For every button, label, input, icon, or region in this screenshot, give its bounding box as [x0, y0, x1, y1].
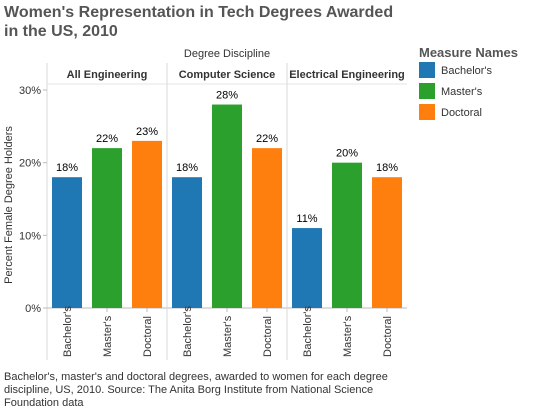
bar [212, 104, 242, 309]
panel-header: All Engineering [67, 69, 148, 81]
y-tick-label: 10% [19, 230, 41, 242]
data-label: 22% [96, 133, 118, 145]
x-tick-label: Master's [222, 315, 234, 357]
legend-title: Measure Names [419, 45, 518, 60]
bar [332, 162, 362, 308]
y-axis-label: Percent Female Degree Holders [3, 126, 15, 284]
legend-item-label: Master's [441, 86, 483, 98]
y-tick-label: 20% [19, 158, 41, 170]
x-tick-label: Master's [342, 315, 354, 357]
chart-caption: Bachelor's, master's and doctoral degree… [4, 371, 388, 409]
legend-swatch [419, 62, 435, 78]
bar [252, 148, 282, 308]
y-tick-label: 0% [25, 303, 41, 315]
data-label: 18% [376, 162, 398, 174]
data-label: 22% [256, 133, 278, 145]
x-tick-label: Bachelor's [62, 305, 74, 357]
x-tick-label: Doctoral [382, 316, 394, 357]
data-label: 18% [176, 162, 198, 174]
data-label: 20% [336, 148, 358, 160]
bar [292, 228, 322, 308]
data-label: 18% [56, 162, 78, 174]
data-label: 23% [136, 126, 158, 138]
data-label: 28% [216, 90, 238, 102]
legend-item-label: Doctoral [441, 107, 482, 119]
bar [372, 177, 402, 308]
x-tick-label: Doctoral [142, 316, 154, 357]
bar [52, 177, 82, 308]
x-tick-label: Bachelor's [182, 305, 194, 357]
data-label: 11% [296, 213, 317, 225]
y-tick-label: 30% [19, 85, 41, 97]
legend-swatch [419, 83, 435, 99]
column-header: Degree Discipline [184, 48, 270, 60]
panel-header: Electrical Engineering [289, 69, 405, 81]
x-tick-label: Master's [102, 315, 114, 357]
bar [132, 140, 162, 308]
x-tick-label: Doctoral [262, 316, 274, 357]
x-tick-label: Bachelor's [302, 305, 314, 357]
bar [92, 148, 122, 308]
legend-swatch [419, 104, 435, 120]
chart-title: Women's Representation in Tech Degrees A… [4, 4, 394, 40]
legend-item-label: Bachelor's [441, 65, 493, 77]
panel-header: Computer Science [179, 69, 276, 81]
bar [172, 177, 202, 308]
